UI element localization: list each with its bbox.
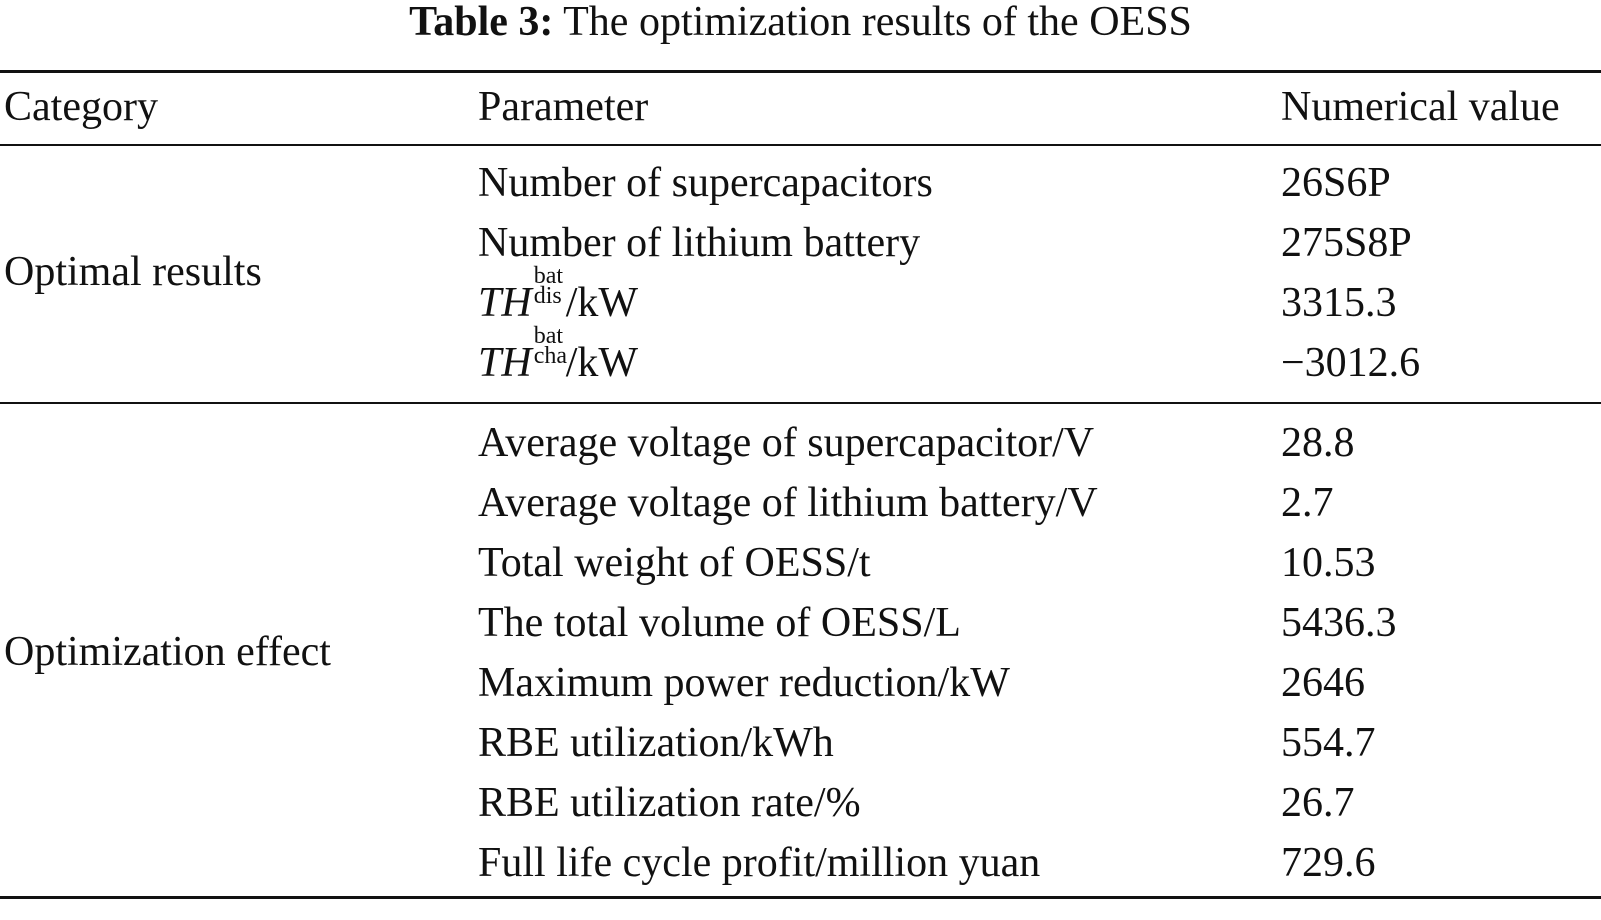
table-row-parameter: Total weight of OESS/t (478, 540, 871, 586)
table-row-value: 10.53 (1281, 540, 1376, 586)
formula-scripts: bat cha (532, 324, 568, 376)
formula-symbol: TH (478, 340, 532, 386)
group-category-optimal-results: Optimal results (4, 249, 262, 295)
formula-unit: /kW (565, 340, 639, 386)
header-category: Category (4, 84, 158, 130)
table-row-value: 26S6P (1281, 160, 1391, 206)
table-row-value: 26.7 (1281, 780, 1355, 826)
group-divider-rule (0, 402, 1601, 404)
group-category-optimization-effect: Optimization effect (4, 629, 331, 675)
table-row-parameter: Average voltage of lithium battery/V (478, 480, 1098, 526)
table-row-value: 275S8P (1281, 220, 1412, 266)
header-value: Numerical value (1281, 84, 1560, 130)
table-row-parameter: Average voltage of supercapacitor/V (478, 420, 1095, 466)
header-parameter: Parameter (478, 84, 649, 130)
table-row-parameter: Number of supercapacitors (478, 160, 933, 206)
formula-symbol: TH (478, 280, 532, 326)
formula-scripts: bat dis (532, 264, 566, 316)
table-row-parameter: Maximum power reduction/kW (478, 660, 1010, 706)
table-row-value: −3012.6 (1281, 340, 1421, 386)
table-row-parameter: RBE utilization/kWh (478, 720, 834, 766)
table-row-parameter: Number of lithium battery (478, 220, 921, 266)
table-row-parameter-formula: TH bat cha/kW (478, 324, 639, 393)
table-row-value: 554.7 (1281, 720, 1376, 766)
table-row-value: 5436.3 (1281, 600, 1397, 646)
table-row-parameter-formula: TH bat dis/kW (478, 264, 639, 333)
formula-superscript: bat (533, 263, 564, 289)
table-row-parameter: The total volume of OESS/L (478, 600, 961, 646)
table-row-value: 28.8 (1281, 420, 1355, 466)
formula-subscript: dis (533, 283, 562, 309)
table-row-value: 3315.3 (1281, 280, 1397, 326)
formula-superscript: bat (533, 323, 564, 349)
bottom-rule (0, 896, 1601, 899)
table-caption-label: Table 3: (409, 0, 554, 45)
table-caption-title: The optimization results of the OESS (563, 0, 1192, 45)
top-rule (0, 70, 1601, 73)
table-row-value: 2.7 (1281, 480, 1334, 526)
formula-unit: /kW (565, 280, 639, 326)
table-caption: Table 3: The optimization results of the… (0, 0, 1601, 44)
table-row-parameter: RBE utilization rate/% (478, 780, 861, 826)
table-row-parameter: Full life cycle profit/million yuan (478, 840, 1041, 886)
table-row-value: 2646 (1281, 660, 1365, 706)
header-rule (0, 144, 1601, 146)
table-row-value: 729.6 (1281, 840, 1376, 886)
formula-subscript: cha (533, 343, 568, 369)
